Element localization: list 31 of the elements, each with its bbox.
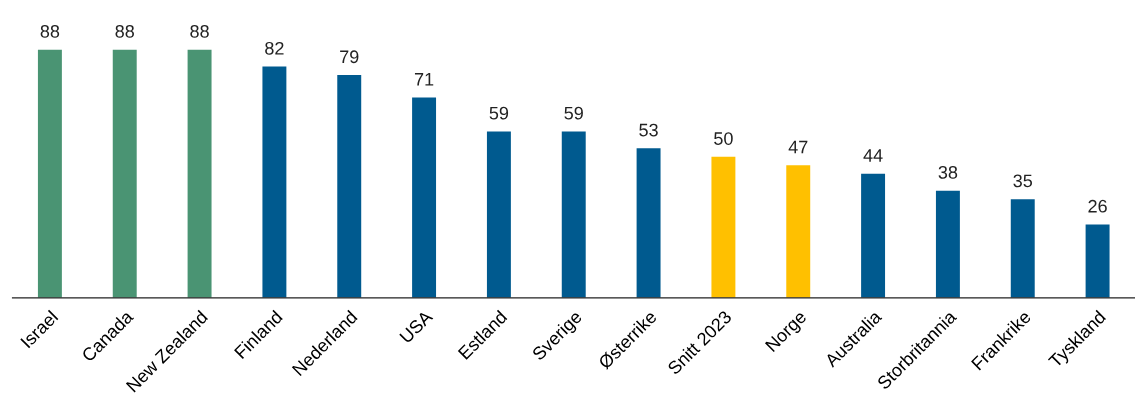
data-label: 59 xyxy=(564,106,583,120)
data-label: 79 xyxy=(340,50,359,64)
data-label: 88 xyxy=(40,24,60,38)
data-label: 44 xyxy=(863,149,883,162)
data-label: 82 xyxy=(265,41,284,55)
data-label: 59 xyxy=(489,106,509,120)
data-label: 26 xyxy=(1088,199,1107,213)
data-label: 35 xyxy=(1013,174,1033,188)
x-tick-label: USA xyxy=(399,309,434,344)
bar xyxy=(786,165,811,298)
bar xyxy=(262,66,287,298)
bar xyxy=(112,49,137,298)
bar xyxy=(636,148,661,298)
bar xyxy=(935,190,960,298)
bar xyxy=(861,173,886,298)
bar xyxy=(1010,199,1035,298)
bar xyxy=(187,49,212,298)
data-label: 71 xyxy=(414,73,434,86)
data-label: 50 xyxy=(714,132,733,145)
data-label: 88 xyxy=(190,24,209,38)
data-label: 88 xyxy=(115,24,134,38)
data-label: 53 xyxy=(639,123,658,137)
bar xyxy=(711,156,736,298)
bar xyxy=(561,131,586,298)
bar xyxy=(1085,224,1110,298)
bar xyxy=(37,49,62,298)
bar xyxy=(337,75,362,298)
bar xyxy=(412,97,437,298)
data-label: 47 xyxy=(788,140,808,154)
data-label: 38 xyxy=(938,165,958,179)
bar xyxy=(486,131,511,298)
